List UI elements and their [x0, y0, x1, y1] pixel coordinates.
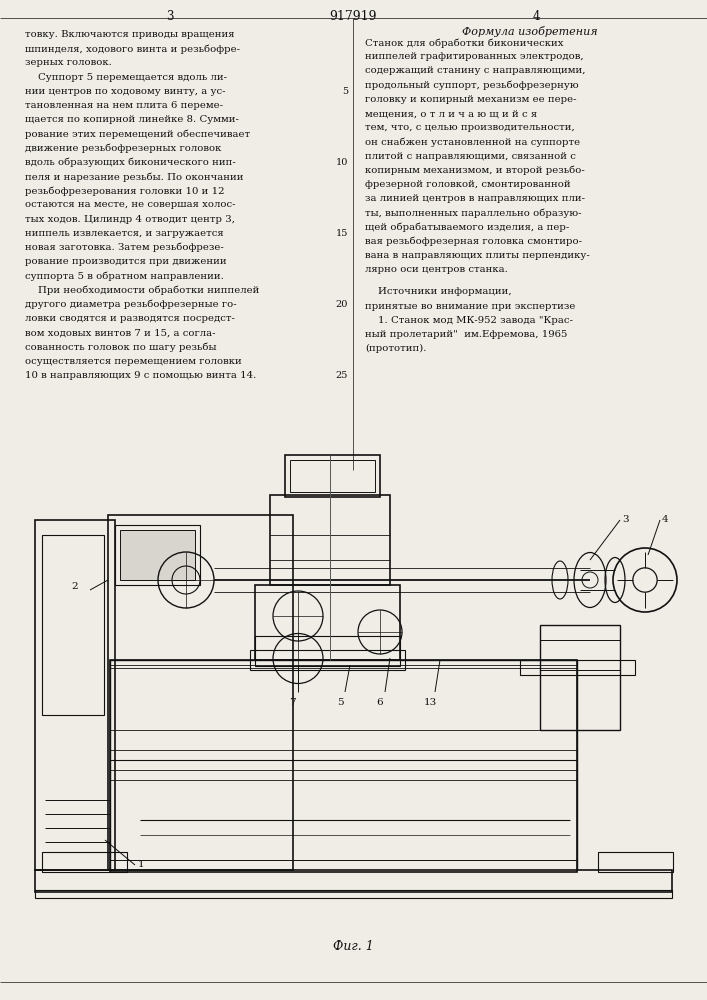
Text: 10: 10	[336, 158, 348, 167]
Text: остаются на месте, не совершая холос-: остаются на месте, не совершая холос-	[25, 200, 235, 209]
Text: движение резьбофрезерных головок: движение резьбофрезерных головок	[25, 144, 221, 153]
Text: 4: 4	[532, 10, 539, 23]
Text: При необходимости обработки ниппелей: При необходимости обработки ниппелей	[25, 286, 259, 295]
Text: 20: 20	[336, 300, 348, 309]
Bar	[110, 660, 577, 872]
Text: сованность головок по шагу резьбы: сованность головок по шагу резьбы	[25, 342, 216, 352]
Text: мещения, о т л и ч а ю щ и й с я: мещения, о т л и ч а ю щ и й с я	[365, 109, 537, 118]
Text: другого диаметра резьбофрезерные го-: другого диаметра резьбофрезерные го-	[25, 300, 237, 309]
Bar	[255, 585, 400, 660]
Bar	[42, 852, 127, 872]
Text: ниппель извлекается, и загружается: ниппель извлекается, и загружается	[25, 229, 223, 238]
Text: 5: 5	[342, 87, 348, 96]
Text: тем, что, с целью производительности,: тем, что, с целью производительности,	[365, 123, 575, 132]
Text: суппорта 5 в обратном направлении.: суппорта 5 в обратном направлении.	[25, 271, 224, 281]
Bar	[598, 852, 673, 872]
Bar	[250, 650, 405, 670]
Text: содержащий станину с направляющими,: содержащий станину с направляющими,	[365, 66, 585, 75]
Text: продольный суппорт, резьбофрезерную: продольный суппорт, резьбофрезерную	[365, 81, 578, 90]
Text: 25: 25	[336, 371, 348, 380]
Text: Фиг. 1: Фиг. 1	[332, 940, 373, 953]
Bar	[35, 520, 115, 870]
Text: осуществляется перемещением головки: осуществляется перемещением головки	[25, 357, 242, 366]
Text: 5: 5	[337, 698, 344, 707]
Bar	[255, 636, 400, 666]
Bar	[115, 525, 200, 585]
Text: тановленная на нем плита 6 переме-: тановленная на нем плита 6 переме-	[25, 101, 223, 110]
Text: товку. Включаются приводы вращения: товку. Включаются приводы вращения	[25, 30, 235, 39]
Bar	[35, 890, 672, 898]
Text: вая резьбофрезерная головка смонтиро-: вая резьбофрезерная головка смонтиро-	[365, 237, 582, 246]
Text: 2: 2	[71, 582, 78, 591]
Text: 1: 1	[138, 860, 145, 869]
Text: копирным механизмом, и второй резьбо-: копирным механизмом, и второй резьбо-	[365, 166, 585, 175]
Bar	[270, 495, 390, 585]
Text: нии центров по ходовому винту, а ус-: нии центров по ходовому винту, а ус-	[25, 87, 226, 96]
Text: 1. Станок мод МК-952 завода "Крас-: 1. Станок мод МК-952 завода "Крас-	[365, 316, 573, 325]
Text: 917919: 917919	[329, 10, 377, 23]
Text: 15: 15	[336, 229, 348, 238]
Text: Источники информации,: Источники информации,	[365, 287, 512, 296]
Text: пеля и нарезание резьбы. По окончании: пеля и нарезание резьбы. По окончании	[25, 172, 243, 182]
Bar	[540, 640, 620, 670]
Text: 10 в направляющих 9 с помощью винта 14.: 10 в направляющих 9 с помощью винта 14.	[25, 371, 257, 380]
Bar	[520, 660, 635, 675]
Text: принятые во внимание при экспертизе: принятые во внимание при экспертизе	[365, 302, 575, 311]
Text: головку и копирный механизм ее пере-: головку и копирный механизм ее пере-	[365, 95, 576, 104]
Text: 7: 7	[288, 698, 296, 707]
Text: 13: 13	[423, 698, 437, 707]
Bar	[108, 515, 293, 870]
Text: новая заготовка. Затем резьбофрезе-: новая заготовка. Затем резьбофрезе-	[25, 243, 223, 252]
Text: резьбофрезерования головки 10 и 12: резьбофрезерования головки 10 и 12	[25, 186, 225, 196]
Text: щей обрабатываемого изделия, а пер-: щей обрабатываемого изделия, а пер-	[365, 223, 569, 232]
Text: плитой с направляющими, связанной с: плитой с направляющими, связанной с	[365, 152, 576, 161]
Text: ниппелей графитированных электродов,: ниппелей графитированных электродов,	[365, 52, 583, 61]
Text: фрезерной головкой, смонтированной: фрезерной головкой, смонтированной	[365, 180, 571, 189]
Bar	[42, 535, 104, 715]
Text: 3: 3	[166, 10, 174, 23]
Text: (прототип).: (прототип).	[365, 344, 426, 353]
Text: 6: 6	[377, 698, 383, 707]
Text: щается по копирной линейке 8. Сумми-: щается по копирной линейке 8. Сумми-	[25, 115, 239, 124]
Text: ты, выполненных параллельно образую-: ты, выполненных параллельно образую-	[365, 208, 581, 218]
Text: рование производится при движении: рование производится при движении	[25, 257, 227, 266]
Text: Станок для обработки биконических: Станок для обработки биконических	[365, 38, 563, 47]
Bar	[285, 455, 380, 497]
Bar	[540, 625, 620, 730]
Text: рование этих перемещений обеспечивает: рование этих перемещений обеспечивает	[25, 129, 250, 139]
Text: зерных головок.: зерных головок.	[25, 58, 112, 67]
Text: 4: 4	[662, 515, 669, 524]
Text: вана в направляющих плиты перпендику-: вана в направляющих плиты перпендику-	[365, 251, 590, 260]
Text: ловки сводятся и разводятся посредст-: ловки сводятся и разводятся посредст-	[25, 314, 235, 323]
Text: вом ходовых винтов 7 и 15, а согла-: вом ходовых винтов 7 и 15, а согла-	[25, 328, 216, 337]
Text: лярно оси центров станка.: лярно оси центров станка.	[365, 265, 508, 274]
Bar	[35, 870, 672, 892]
Text: шпинделя, ходового винта и резьбофре-: шпинделя, ходового винта и резьбофре-	[25, 44, 240, 54]
Text: 3: 3	[622, 515, 629, 524]
Text: Формула изобретения: Формула изобретения	[462, 26, 598, 37]
Text: вдоль образующих биконического нип-: вдоль образующих биконического нип-	[25, 158, 235, 167]
Bar	[290, 460, 375, 492]
Text: тых ходов. Цилиндр 4 отводит центр 3,: тых ходов. Цилиндр 4 отводит центр 3,	[25, 215, 235, 224]
Bar	[120, 530, 195, 580]
Text: он снабжен установленной на суппорте: он снабжен установленной на суппорте	[365, 137, 580, 147]
Text: ный пролетарий"  им.Ефремова, 1965: ный пролетарий" им.Ефремова, 1965	[365, 330, 568, 339]
Text: за линией центров в направляющих пли-: за линией центров в направляющих пли-	[365, 194, 585, 203]
Text: Суппорт 5 перемещается вдоль ли-: Суппорт 5 перемещается вдоль ли-	[25, 73, 227, 82]
